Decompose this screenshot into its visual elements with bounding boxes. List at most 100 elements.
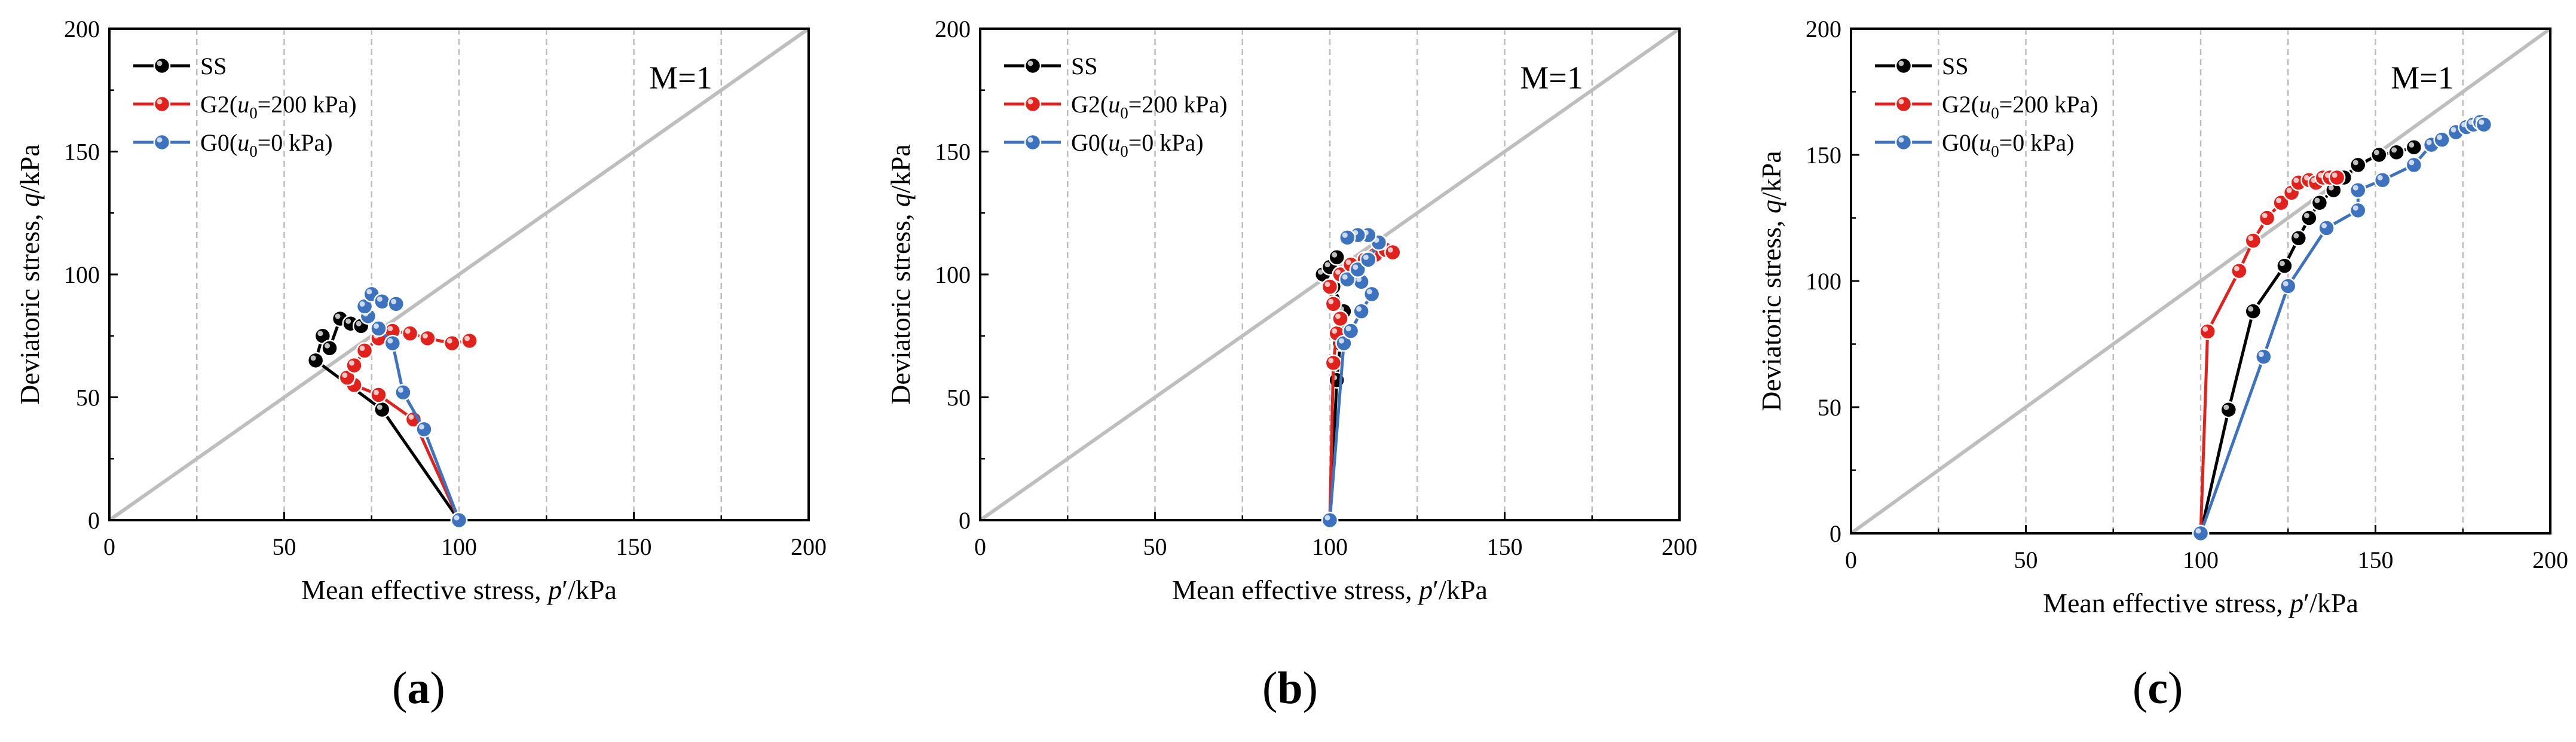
data-point-ss xyxy=(2388,143,2405,161)
data-point-g0 xyxy=(2255,348,2272,365)
data-point-g2 xyxy=(2328,169,2346,187)
data-point-g2 xyxy=(2272,194,2290,212)
data-point-g2 xyxy=(2231,262,2248,280)
data-point-g0 xyxy=(1342,322,1360,340)
legend-label-g0: G0(u0=0 kPa) xyxy=(200,129,333,160)
legend-label-g0: G0(u0=0 kPa) xyxy=(1942,129,2075,160)
x-tick-label: 150 xyxy=(1487,533,1523,560)
x-tick-label: 200 xyxy=(1662,533,1697,560)
data-point-g0 xyxy=(1363,285,1381,303)
data-point-g0 xyxy=(2192,524,2210,542)
legend-swatch-marker xyxy=(1895,57,1913,75)
y-tick-label: 0 xyxy=(88,507,100,534)
reference-line-m1 xyxy=(1850,27,2551,535)
data-point-g0 xyxy=(1360,251,1377,268)
legend-label-ss: SS xyxy=(200,53,227,80)
y-axis-label: Deviatoric stress, q/kPa xyxy=(14,144,45,405)
data-point-g2 xyxy=(1321,278,1339,295)
data-point-g0 xyxy=(1339,229,1356,246)
data-point-g2 xyxy=(1324,295,1342,313)
data-point-g2 xyxy=(461,332,478,350)
y-tick-label: 0 xyxy=(959,507,971,534)
x-tick-label: 50 xyxy=(273,533,296,560)
data-point-g0 xyxy=(384,334,402,352)
y-tick-label: 50 xyxy=(947,384,971,411)
y-axis-label: Deviatoric stress, q/kPa xyxy=(885,144,916,405)
data-point-g2 xyxy=(2244,232,2262,249)
caption-c-letter: c xyxy=(2147,663,2168,713)
y-tick-label: 50 xyxy=(76,384,100,411)
data-point-g0 xyxy=(2433,131,2450,148)
y-axis-label: Deviatoric stress, q/kPa xyxy=(1756,151,1786,411)
data-point-ss xyxy=(314,327,332,344)
data-point-g2 xyxy=(345,356,363,374)
data-point-g0 xyxy=(2349,201,2367,219)
data-point-ss xyxy=(2405,139,2423,156)
legend-swatch-marker xyxy=(153,133,171,151)
x-tick-label: 100 xyxy=(2183,546,2219,573)
data-point-ss xyxy=(2300,209,2318,227)
x-tick-label: 100 xyxy=(1312,533,1348,560)
data-point-ss xyxy=(2244,303,2262,320)
x-tick-label: 100 xyxy=(441,533,477,560)
caption-b-letter: b xyxy=(1277,663,1303,713)
legend-swatch-marker xyxy=(1895,95,1913,113)
caption-b: (b) xyxy=(1262,663,1318,713)
data-point-g0 xyxy=(374,292,391,310)
data-point-g0 xyxy=(450,511,468,529)
data-point-g2 xyxy=(443,334,461,352)
x-axis-label: Mean effective stress, p′/kPa xyxy=(2043,588,2358,618)
data-point-g2 xyxy=(401,325,419,342)
data-point-g0 xyxy=(1353,303,1370,320)
caption-c: (c) xyxy=(2133,663,2183,713)
data-point-g0 xyxy=(1321,511,1339,529)
data-point-g0 xyxy=(2318,219,2335,237)
data-point-g2 xyxy=(1324,354,1342,372)
legend-swatch-marker xyxy=(1895,133,1913,151)
chart-panel-b: 0 50 100 150 200 0 50 100 150 200 Mean effective s… xyxy=(885,16,1697,605)
y-tick-label: 0 xyxy=(1829,520,1841,547)
x-tick-label: 0 xyxy=(1845,546,1857,573)
y-tick-label: 150 xyxy=(935,139,971,166)
legend-swatch-marker xyxy=(153,95,171,113)
data-point-ss xyxy=(2370,146,2388,164)
data-point-g0 xyxy=(1335,334,1353,352)
legend-label-ss: SS xyxy=(1071,53,1098,80)
legend-label-g2: G2(u0=200 kPa) xyxy=(200,91,357,122)
legend-swatch-marker xyxy=(1024,95,1042,113)
data-point-g0 xyxy=(2349,181,2367,199)
data-point-ss xyxy=(2276,257,2293,274)
data-point-ss xyxy=(2290,230,2308,247)
data-point-g2 xyxy=(419,329,436,347)
reference-line-m1 xyxy=(108,27,810,522)
data-point-g0 xyxy=(2475,116,2493,133)
y-tick-label: 100 xyxy=(64,261,100,288)
caption-a-letter: a xyxy=(407,663,430,713)
x-axis-label: Mean effective stress, p′/kPa xyxy=(1172,575,1488,605)
annotation-m1: M=1 xyxy=(2391,60,2453,96)
x-tick-label: 200 xyxy=(2532,546,2568,573)
y-tick-label: 100 xyxy=(935,261,971,288)
legend-label-ss: SS xyxy=(1942,53,1969,80)
legend-swatch-marker xyxy=(1024,57,1042,75)
data-point-g2 xyxy=(370,386,387,404)
caption-a: (a) xyxy=(392,663,445,713)
y-tick-label: 150 xyxy=(64,139,100,166)
x-axis-label: Mean effective stress, p′/kPa xyxy=(301,575,617,605)
data-point-ss xyxy=(2311,194,2329,212)
data-point-g0 xyxy=(387,295,405,313)
annotation-m1: M=1 xyxy=(649,60,712,96)
y-tick-label: 150 xyxy=(1806,142,1841,169)
data-point-g0 xyxy=(2280,277,2297,295)
x-tick-label: 150 xyxy=(616,533,652,560)
data-point-g0 xyxy=(370,320,387,337)
data-point-g0 xyxy=(394,384,412,401)
data-point-ss xyxy=(1328,248,1345,266)
data-point-g2 xyxy=(1332,310,1349,328)
legend-label-g2: G2(u0=200 kPa) xyxy=(1071,91,1228,122)
x-tick-label: 50 xyxy=(1143,533,1167,560)
annotation-m1: M=1 xyxy=(1520,60,1583,96)
x-tick-label: 50 xyxy=(2014,546,2038,573)
legend: SS G2(u0=200 kPa) G0(u0=0 kPa) xyxy=(1004,53,1228,160)
data-point-ss xyxy=(2220,401,2238,419)
